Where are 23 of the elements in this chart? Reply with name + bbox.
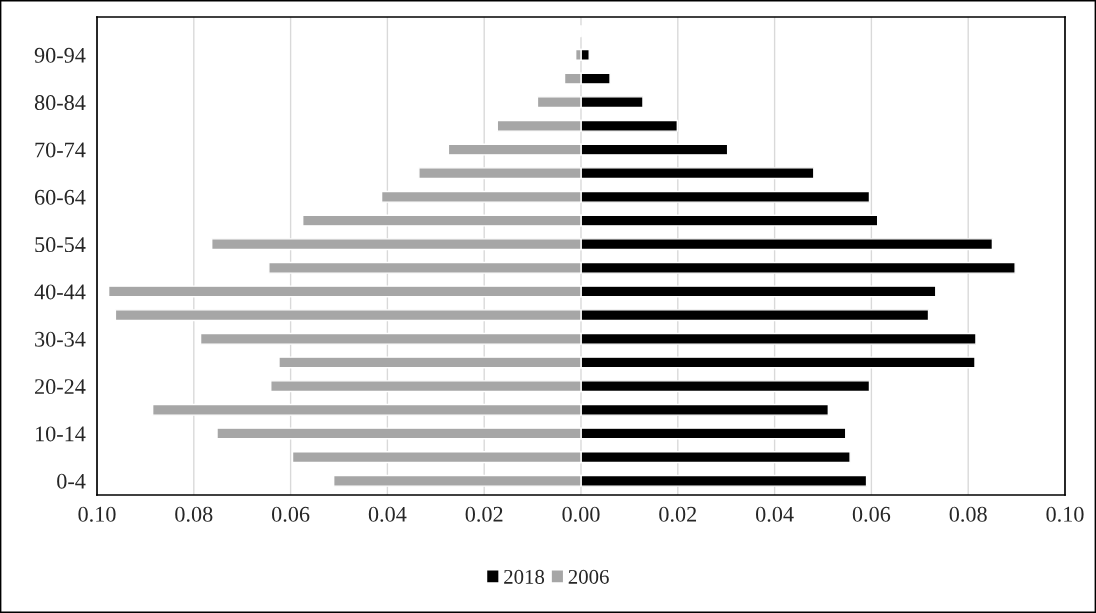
x-tick-label: 0.06 [852, 506, 891, 522]
y-tick-label: 50-54 [35, 237, 86, 253]
x-tick-label: 0.06 [272, 506, 310, 522]
y-tick-label: 80-84 [34, 95, 86, 111]
y-tick-label: 0-4 [57, 473, 86, 489]
x-tick-label: 0.02 [659, 506, 697, 522]
x-tick-label: 0.08 [949, 506, 987, 522]
y-tick-label: 10-14 [36, 426, 86, 442]
x-tick-label: 0.08 [175, 506, 213, 522]
y-tick-label: 60-64 [35, 189, 86, 205]
y-tick-label: 20-24 [35, 379, 86, 395]
y-tick-label: 40-44 [34, 284, 86, 300]
x-tick-label: 0.10 [1046, 506, 1084, 522]
y-tick-label: 30-34 [35, 331, 86, 347]
legend-label: 2018 [504, 569, 545, 584]
x-tick-label: 0.02 [465, 506, 503, 522]
legend-label: 2006 [568, 569, 609, 584]
x-tick-label: 0.04 [368, 506, 407, 522]
y-tick-label: 90-94 [34, 47, 86, 63]
x-tick-label: 0.00 [562, 506, 600, 522]
x-tick-label: 0.04 [756, 506, 794, 522]
x-tick-label: 0.10 [78, 506, 116, 522]
y-tick-label: 70-74 [35, 142, 86, 158]
